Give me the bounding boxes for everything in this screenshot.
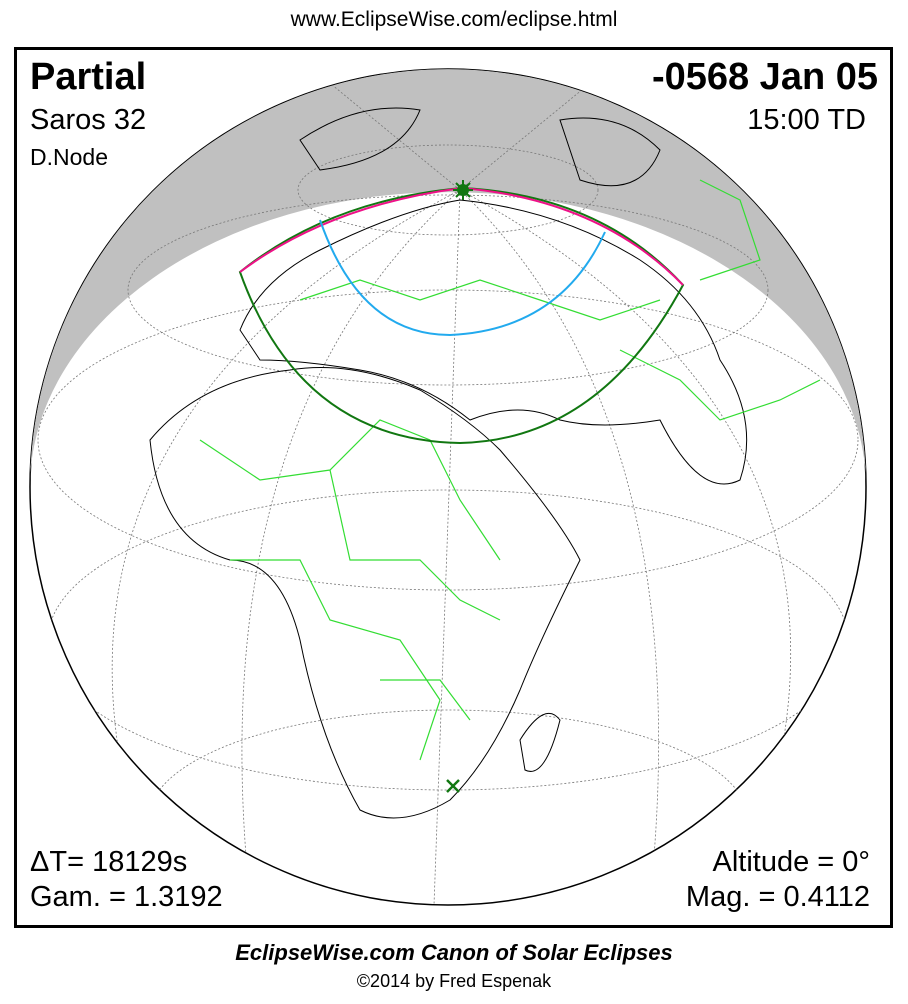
altitude: Altitude = 0° — [712, 846, 870, 878]
eclipse-date: -0568 Jan 05 — [651, 56, 878, 98]
node: D.Node — [30, 144, 108, 170]
magnitude: Mag. = 0.4112 — [685, 881, 870, 913]
eclipse-time: 15:00 TD — [747, 104, 866, 136]
delta-t: ΔT= 18129s — [30, 846, 188, 878]
saros-number: Saros 32 — [30, 104, 147, 136]
source-url: www.EclipseWise.com/eclipse.html — [290, 8, 618, 31]
coastlines — [149, 107, 748, 819]
night-region — [30, 69, 866, 487]
gamma: Gam. = 1.3192 — [30, 881, 223, 913]
mid-eclipse-curve — [319, 219, 606, 337]
eclipse-limit-curve — [238, 186, 685, 445]
country-borders — [199, 179, 821, 761]
copyright: ©2014 by Fred Espenak — [356, 971, 552, 991]
eclipse-type: Partial — [30, 56, 147, 98]
greatest-eclipse-star-icon — [453, 180, 473, 200]
x-mark-icon — [446, 779, 460, 793]
canon-title: EclipseWise.com Canon of Solar Eclipses — [235, 940, 673, 965]
map-frame — [14, 47, 893, 928]
